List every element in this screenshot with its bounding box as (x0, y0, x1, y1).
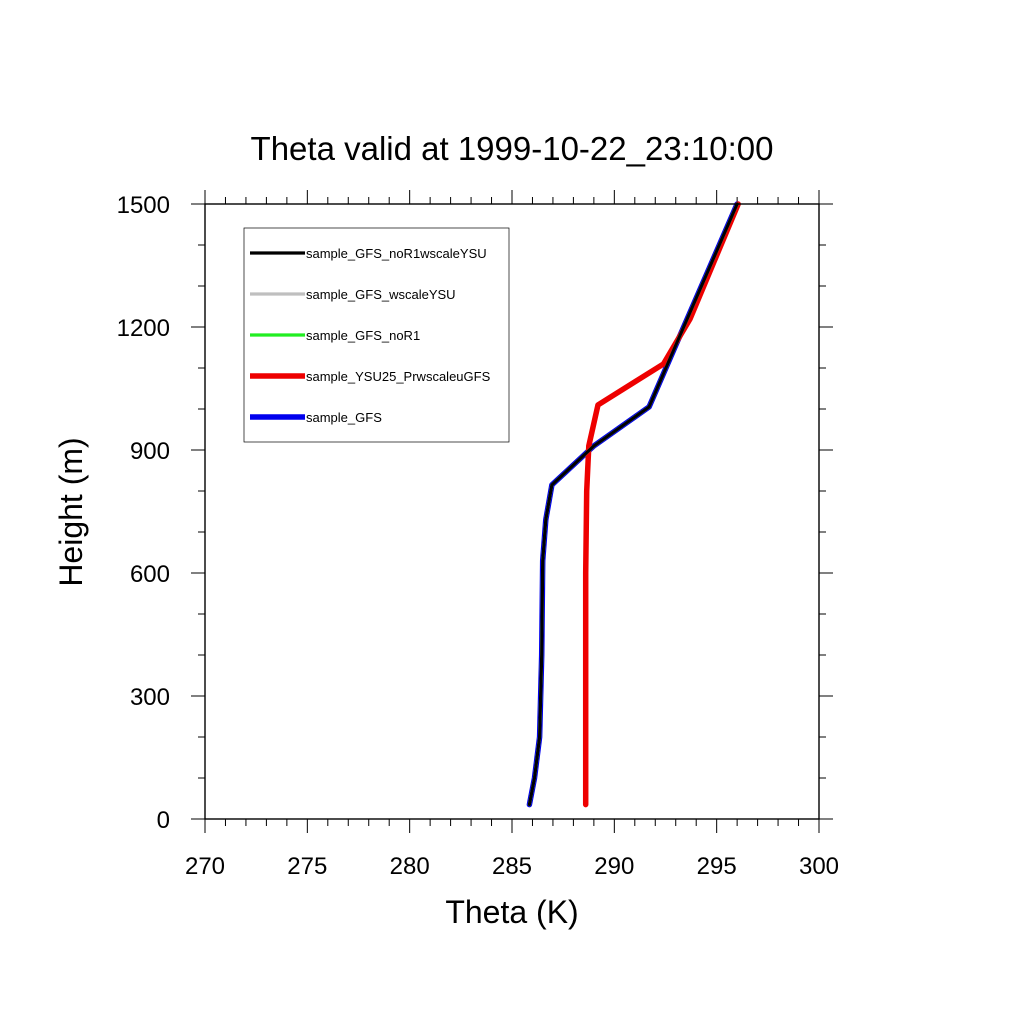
x-axis-title: Theta (K) (445, 894, 578, 930)
x-axis-tick-labels: 270 275 280 285 290 295 300 (185, 853, 839, 880)
x-tick-label: 285 (492, 853, 532, 880)
y-axis-title: Height (m) (53, 437, 89, 586)
series-layer (526, 201, 741, 808)
y-tick-label: 600 (130, 561, 170, 588)
y-tick-label: 1500 (117, 192, 170, 219)
plot-frame (204, 203, 820, 820)
series-line-sample_GFS (526, 201, 740, 808)
legend-label: sample_YSU25_PrwscaleuGFS (306, 369, 491, 384)
y-tick-label: 1200 (117, 315, 170, 342)
y-tick-label: 0 (157, 807, 170, 834)
legend-label: sample_GFS_wscaleYSU (306, 287, 456, 302)
series-line-sample_YSU25_PrwscaleuGFS (582, 201, 741, 808)
series-line-sample_GFS_wscaleYSU (527, 202, 739, 807)
series-line-sample_GFS_noR1 (527, 202, 739, 807)
y-tick-label: 900 (130, 438, 170, 465)
x-tick-label: 300 (799, 853, 839, 880)
legend: sample_GFS_noR1wscaleYSU sample_GFS_wscal… (243, 227, 510, 443)
series-line-sample_GFS_noR1wscaleYSU (527, 202, 739, 807)
legend-label: sample_GFS_noR1 (306, 328, 420, 343)
plot-area (204, 201, 820, 820)
x-tick-label: 270 (185, 853, 225, 880)
chart-title: Theta valid at 1999-10-22_23:10:00 (251, 130, 774, 167)
x-tick-label: 275 (287, 853, 327, 880)
y-tick-label: 300 (130, 684, 170, 711)
legend-label: sample_GFS_noR1wscaleYSU (306, 246, 487, 261)
y-axis-tick-labels: 0 300 600 900 1200 1500 (117, 192, 170, 834)
x-tick-label: 290 (594, 853, 634, 880)
legend-label: sample_GFS (306, 410, 382, 425)
axis-ticks (191, 190, 833, 833)
legend-items: sample_GFS_noR1wscaleYSU sample_GFS_wscal… (250, 246, 491, 425)
x-tick-label: 295 (697, 853, 737, 880)
x-tick-label: 280 (390, 853, 430, 880)
